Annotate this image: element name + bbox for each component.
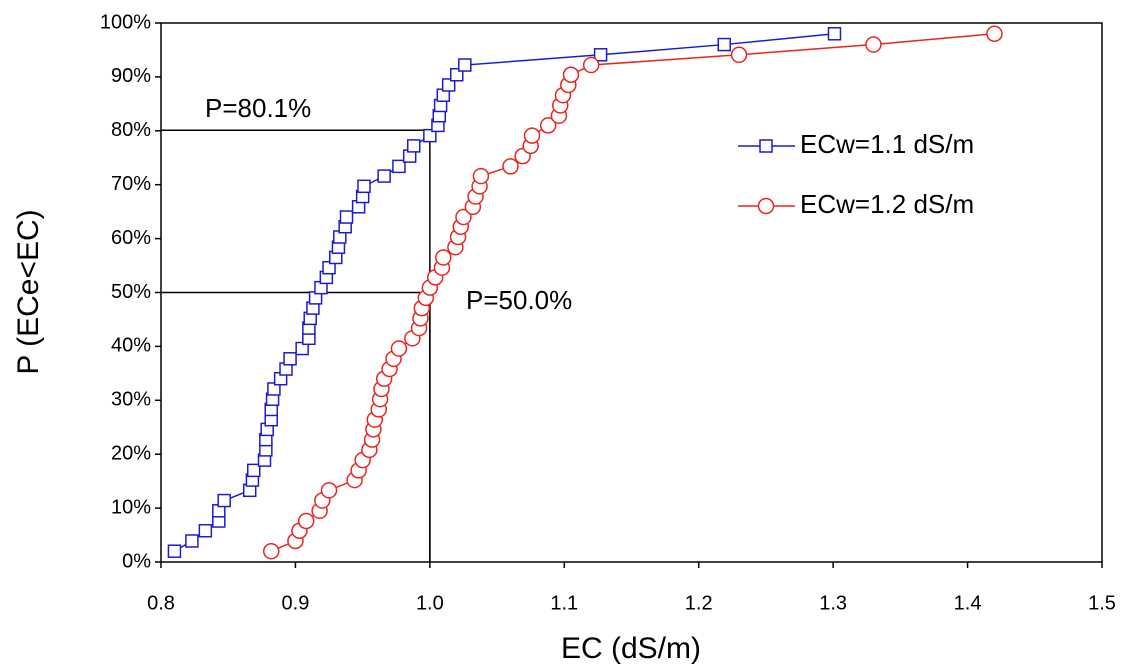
y-tick-label: 90% [111,65,151,87]
legend-label: ECw=1.2 dS/m [800,189,974,219]
x-axis-title: EC (dS/m) [561,632,701,665]
data-point [539,117,557,134]
data-point [167,544,182,558]
data-point [582,56,600,74]
data-point [320,482,338,499]
legend-marker [757,197,775,215]
data-point [217,493,231,508]
data-point [406,139,421,153]
data-point [458,58,472,72]
y-tick-label: 80% [111,119,151,141]
x-tick-label: 1.5 [1088,592,1116,614]
data-point [357,179,371,194]
data-point [339,210,354,224]
data-point [392,159,406,174]
annotation: P=50.0% [466,285,572,315]
y-tick-label: 40% [111,335,151,357]
data-point [593,48,608,62]
y-tick-label: 30% [111,389,151,411]
data-point [502,158,519,175]
data-point [185,534,199,548]
y-axis-title: P (ECe<EC) [12,209,45,374]
plot-frame [160,22,1103,563]
data-point [730,46,748,64]
data-point [986,25,1003,43]
x-tick-label: 1.3 [819,592,847,614]
y-tick-label: 20% [111,442,151,464]
data-point [423,128,437,143]
data-point [390,340,408,357]
y-tick-label: 100% [100,11,151,33]
x-tick-label: 0.8 [147,592,175,614]
data-point [523,127,541,144]
y-tick-label: 70% [111,173,151,195]
data-point [562,66,580,83]
y-tick-label: 60% [111,227,151,249]
data-point [377,169,391,183]
data-point [247,463,261,478]
data-point [262,542,280,560]
data-point [455,208,472,226]
data-point [827,27,842,41]
x-tick-label: 1.0 [416,592,444,614]
data-point [717,37,732,52]
data-point [441,78,456,92]
x-tick-label: 1.2 [685,592,713,614]
x-tick-label: 1.4 [954,592,982,614]
y-tick-label: 50% [111,281,151,303]
y-tick-label: 10% [111,496,151,518]
data-point [297,512,315,530]
legend-marker [759,139,773,153]
data-point [283,352,297,366]
annotation: P=80.1% [205,93,311,123]
data-point [865,36,882,53]
data-point [435,249,452,266]
data-point [472,167,490,185]
y-tick-label: 0% [122,550,151,572]
legend-label: ECw=1.1 dS/m [800,129,974,159]
x-tick-label: 1.1 [550,592,578,614]
data-point [198,523,213,538]
x-tick-label: 0.9 [282,592,310,614]
